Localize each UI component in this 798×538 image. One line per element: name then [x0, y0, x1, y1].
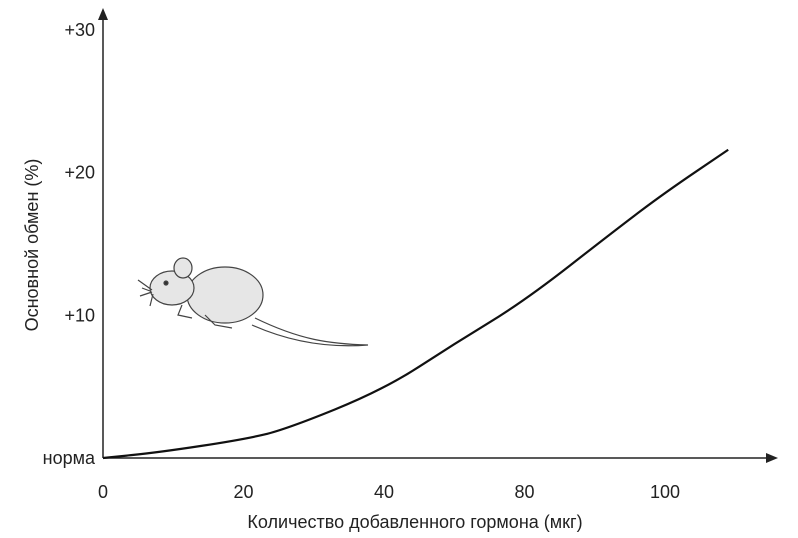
y-axis-label: Основной обмен (%) [22, 159, 42, 332]
y-tick-label: +20 [64, 163, 95, 183]
mouse-illustration [137, 257, 369, 347]
y-tick-label: +30 [64, 20, 95, 40]
x-axis-arrow [766, 453, 778, 463]
axes [98, 8, 778, 463]
x-tick-label: 0 [98, 482, 108, 502]
tick-labels: 0 20 40 80 100 норма +10 +20 +30 [43, 20, 680, 502]
y-tick-label: +10 [64, 305, 95, 325]
y-axis-arrow [98, 8, 108, 20]
x-tick-label: 80 [514, 482, 534, 502]
x-axis-label: Количество добавленного гормона (мкг) [247, 512, 582, 532]
series-line [102, 148, 729, 460]
x-tick-label: 100 [650, 482, 680, 502]
x-tick-label: 20 [233, 482, 253, 502]
series [102, 148, 729, 460]
x-tick-label: 40 [374, 482, 394, 502]
y-tick-label: норма [43, 448, 96, 468]
